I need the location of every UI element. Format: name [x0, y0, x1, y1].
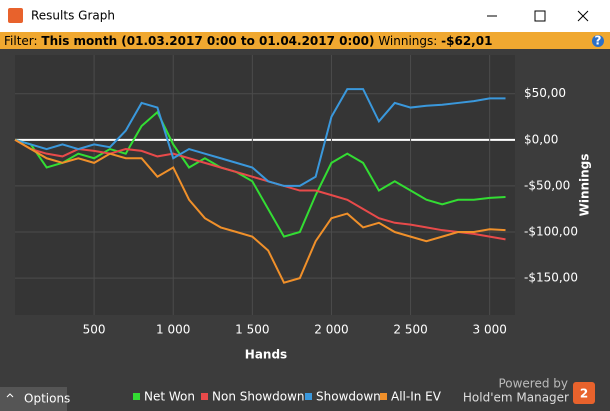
legend-label: Net Won: [144, 390, 195, 404]
y-tick-label: $50,00: [524, 86, 566, 100]
brand-logo: [573, 382, 595, 404]
brand-name: Hold'em Manager: [463, 391, 569, 405]
legend-label: Non Showdown: [212, 390, 305, 404]
filter-label: Filter:: [4, 34, 38, 48]
window-title: Results Graph: [31, 9, 115, 23]
plot-area: [15, 55, 515, 315]
filter-value: This month (01.03.2017 0:00 to 01.04.201…: [41, 34, 374, 48]
options-label[interactable]: Options: [24, 392, 70, 406]
filter-bar: [0, 32, 610, 49]
close-button[interactable]: [577, 10, 589, 22]
series-line: [14, 138, 506, 241]
legend-label: All-In EV: [391, 390, 442, 404]
maximize-button[interactable]: [534, 10, 546, 22]
brand-number: 2: [580, 387, 588, 401]
winnings-value: -$62,01: [441, 34, 492, 48]
title-bar: [0, 0, 610, 32]
series-line: [14, 88, 506, 187]
x-tick-label: 3 000: [473, 323, 507, 337]
options-button[interactable]: [0, 387, 67, 411]
legend-swatch: [133, 393, 140, 400]
filter-text: Filter: This month (01.03.2017 0:00 to 0…: [4, 34, 492, 48]
help-text[interactable]: ?: [595, 34, 602, 48]
x-tick-label: 1 000: [156, 323, 190, 337]
legend-label: Showdown: [316, 390, 381, 404]
y-tick-label: -$100,00: [524, 225, 578, 239]
app-icon: [8, 8, 23, 23]
series-line: [14, 110, 506, 238]
x-tick-label: 2 500: [393, 323, 427, 337]
series-line: [14, 138, 506, 284]
powered-by: Powered by: [498, 377, 568, 391]
y-tick-label: $0,00: [524, 132, 558, 146]
legend-swatch: [201, 393, 208, 400]
x-tick-label: 500: [83, 323, 106, 337]
y-axis-title: Winnings: [578, 154, 592, 217]
y-tick-label: -$150,00: [524, 271, 578, 285]
x-tick-label: 1 500: [235, 323, 269, 337]
help-icon[interactable]: [592, 35, 604, 47]
x-axis-title: Hands: [245, 348, 287, 362]
x-tick-label: 2 000: [314, 323, 348, 337]
legend-swatch: [305, 393, 312, 400]
winnings-label: Winnings:: [378, 34, 437, 48]
options-arrow[interactable]: [6, 393, 14, 398]
y-tick-label: -$50,00: [524, 178, 570, 192]
legend-swatch: [380, 393, 387, 400]
